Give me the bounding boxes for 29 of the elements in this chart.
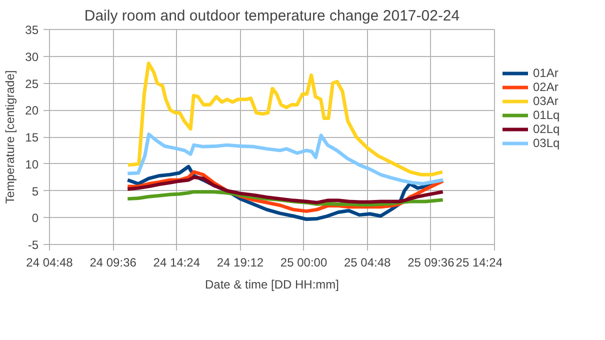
y-axis-title: Temperature [centigrade] [3,70,18,204]
x-tick-label: 24 09:36 [90,256,137,270]
x-tick-label: 24 19:12 [216,256,264,270]
line-series [126,62,444,176]
y-tick-label: 10 [25,157,39,172]
legend-label: 01Ar [533,66,558,80]
line-series [126,132,445,186]
y-tick-label: 0 [32,211,39,226]
y-tick-label: 15 [25,130,39,144]
y-tick-label: 30 [25,50,39,64]
x-axis-title: Date & time [DD HH:mm] [204,278,340,292]
y-tick-label: 5 [32,184,39,198]
legend-label: 03Lq [533,136,560,150]
legend-label: 03Ar [533,94,558,108]
y-tick-label: 25 [25,76,39,91]
legend-label: 01Lq [533,108,560,122]
y-tick-label: 35 [25,23,39,37]
x-tick-label: 24 14:24 [153,256,200,270]
y-tick-label: -5 [28,238,39,252]
x-tick-label: 25 00:00 [280,256,328,270]
x-tick-label: 25 09:36 [408,256,455,270]
x-tick-label: 25 04:48 [344,256,392,270]
legend-label: 02Ar [533,80,558,94]
x-tick-label: 24 04:48 [26,256,74,270]
x-tick-label: 25 14:24 [456,256,503,270]
y-tick-label: 20 [25,104,39,118]
line-series [126,176,445,204]
chart-title: Daily room and outdoor temperature change 2017-02-24 [84,8,460,24]
legend-label: 02Lq [533,122,560,136]
